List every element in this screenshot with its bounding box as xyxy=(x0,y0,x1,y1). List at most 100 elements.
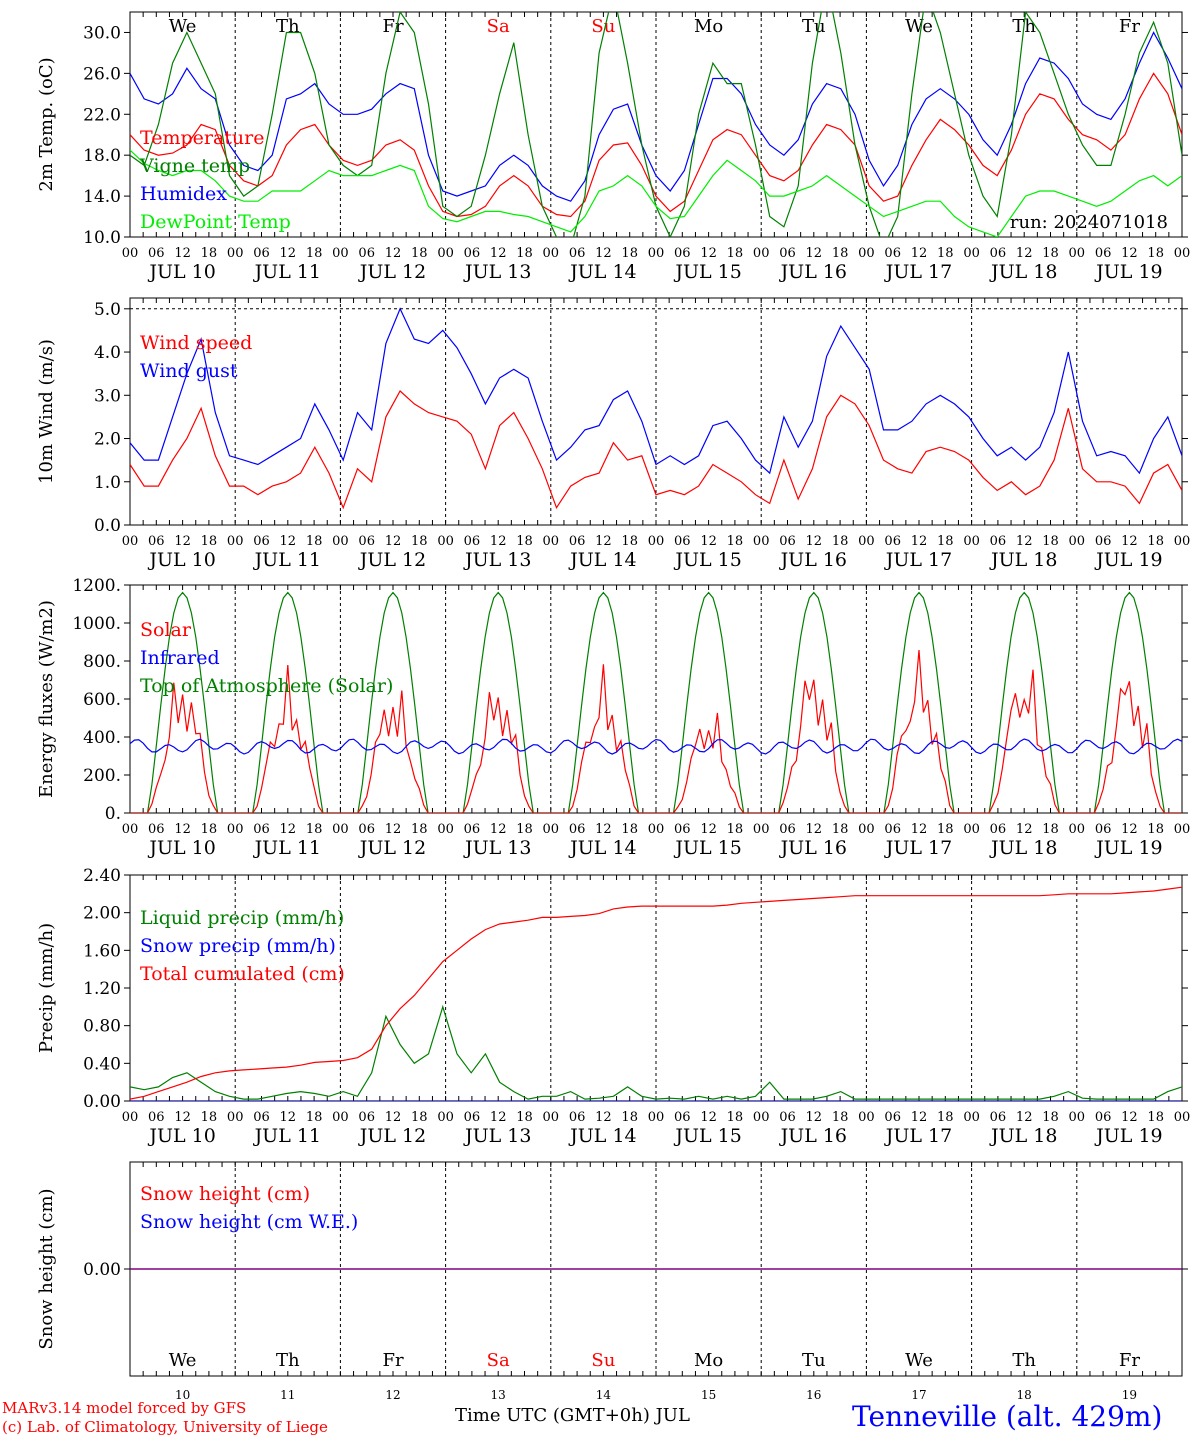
credit-line: (c) Lab. of Climatology, University of L… xyxy=(2,1418,328,1436)
legend-entry: Snow precip (mm/h) xyxy=(140,935,336,957)
date-label: JUL 17 xyxy=(884,837,952,859)
hour-tick-label: 12 xyxy=(911,246,928,261)
hour-tick-label: 06 xyxy=(674,534,691,549)
hour-tick-label: 06 xyxy=(884,246,901,261)
hour-tick-label: 18 xyxy=(832,246,849,261)
y-axis-label: Snow height (cm) xyxy=(36,1188,57,1349)
hour-tick-label: 18 xyxy=(937,1110,954,1125)
hour-tick-label: 12 xyxy=(700,246,717,261)
date-label: JUL 16 xyxy=(779,1125,847,1147)
day-number-label: 13 xyxy=(491,1388,506,1402)
hour-tick-label: 00 xyxy=(648,1110,665,1125)
weekday-label: We xyxy=(169,1350,197,1371)
y-tick-label: 2.00 xyxy=(83,904,121,924)
day-number-label: 14 xyxy=(596,1388,612,1402)
weekday-label: Su xyxy=(591,1350,615,1371)
hour-tick-label: 18 xyxy=(201,822,218,837)
hour-tick-label: 12 xyxy=(806,1110,823,1125)
hour-tick-label: 00 xyxy=(753,534,770,549)
hour-tick-label: 18 xyxy=(937,534,954,549)
y-tick-label: 1200. xyxy=(72,576,121,596)
hour-tick-label: 06 xyxy=(358,822,375,837)
model-line: MARv3.14 model forced by GFS xyxy=(2,1399,247,1417)
hour-tick-label: 00 xyxy=(963,246,980,261)
date-label: JUL 15 xyxy=(673,1125,741,1147)
day-number-label: 19 xyxy=(1122,1388,1137,1402)
hour-tick-label: 12 xyxy=(1121,1110,1138,1125)
hour-tick-label: 12 xyxy=(806,534,823,549)
y-tick-label: 1.20 xyxy=(83,979,121,999)
y-tick-label: 0.00 xyxy=(83,1092,121,1112)
y-tick-label: 1000. xyxy=(72,614,121,634)
hour-tick-label: 00 xyxy=(1069,534,1086,549)
hour-tick-label: 18 xyxy=(1147,822,1164,837)
date-label: JUL 16 xyxy=(779,837,847,859)
hour-tick-label: 12 xyxy=(700,534,717,549)
series-line-2 xyxy=(130,886,1182,1100)
hour-tick-label: 00 xyxy=(1069,1110,1086,1125)
hour-tick-label: 06 xyxy=(464,534,481,549)
hour-tick-label: 06 xyxy=(569,1110,586,1125)
hour-tick-label: 00 xyxy=(858,1110,875,1125)
date-label: JUL 17 xyxy=(884,261,952,283)
hour-tick-label: 00 xyxy=(227,1110,244,1125)
hour-tick-label: 12 xyxy=(595,534,612,549)
date-label: JUL 19 xyxy=(1094,1125,1162,1147)
hour-tick-label: 18 xyxy=(937,822,954,837)
hour-tick-label: 12 xyxy=(1016,1110,1033,1125)
hour-tick-label: 18 xyxy=(516,822,533,837)
hour-tick-label: 00 xyxy=(122,1110,139,1125)
hour-tick-label: 12 xyxy=(280,1110,297,1125)
series-line-1 xyxy=(130,307,1182,475)
hour-tick-label: 18 xyxy=(411,534,428,549)
hour-tick-label: 06 xyxy=(779,534,796,549)
hour-tick-label: 18 xyxy=(621,822,638,837)
hour-tick-label: 18 xyxy=(306,822,323,837)
hour-tick-label: 00 xyxy=(227,246,244,261)
legend-entry: DewPoint Temp xyxy=(140,211,291,233)
y-tick-label: 14.0 xyxy=(83,187,121,207)
hour-tick-label: 06 xyxy=(779,1110,796,1125)
date-label: JUL 18 xyxy=(989,1125,1057,1147)
hour-tick-label: 18 xyxy=(727,1110,744,1125)
hour-tick-label: 06 xyxy=(358,534,375,549)
y-tick-label: 600. xyxy=(83,690,121,710)
hour-tick-label: 00 xyxy=(1174,1110,1191,1125)
hour-tick-label: 12 xyxy=(1016,246,1033,261)
hour-tick-label: 00 xyxy=(1174,246,1191,261)
hour-tick-label: 18 xyxy=(727,246,744,261)
hour-tick-label: 12 xyxy=(1121,822,1138,837)
y-tick-label: 2.0 xyxy=(94,430,121,450)
hour-tick-label: 00 xyxy=(963,1110,980,1125)
date-label: JUL 11 xyxy=(253,549,321,571)
legend-entry: Vigne temp xyxy=(139,155,250,177)
series-line-solar xyxy=(130,650,1182,813)
day-number-label: 16 xyxy=(806,1388,821,1402)
hour-tick-label: 18 xyxy=(1147,1110,1164,1125)
hour-tick-label: 06 xyxy=(990,534,1007,549)
hour-tick-label: 00 xyxy=(227,822,244,837)
hour-tick-label: 00 xyxy=(543,534,560,549)
date-label: JUL 14 xyxy=(568,549,636,571)
y-tick-label: 200. xyxy=(83,766,121,786)
y-tick-label: 5.0 xyxy=(94,300,121,320)
y-tick-label: 2.40 xyxy=(83,866,121,886)
hour-tick-label: 06 xyxy=(253,534,270,549)
hour-tick-label: 18 xyxy=(621,534,638,549)
y-tick-label: 400. xyxy=(83,728,121,748)
hour-tick-label: 12 xyxy=(595,1110,612,1125)
hour-tick-label: 00 xyxy=(122,534,139,549)
legend-entry: Infrared xyxy=(140,647,220,669)
hour-tick-label: 12 xyxy=(911,1110,928,1125)
series-line-toa xyxy=(130,591,1182,813)
weekday-label: Th xyxy=(276,1350,300,1371)
date-label: JUL 10 xyxy=(147,837,215,859)
weekday-label: Fr xyxy=(382,16,403,37)
hour-tick-label: 06 xyxy=(1095,534,1112,549)
y-tick-label: 22.0 xyxy=(83,105,121,125)
hour-tick-label: 06 xyxy=(569,246,586,261)
hour-tick-label: 00 xyxy=(648,822,665,837)
weekday-label: Fr xyxy=(382,1350,403,1371)
series-line-0 xyxy=(130,390,1182,510)
